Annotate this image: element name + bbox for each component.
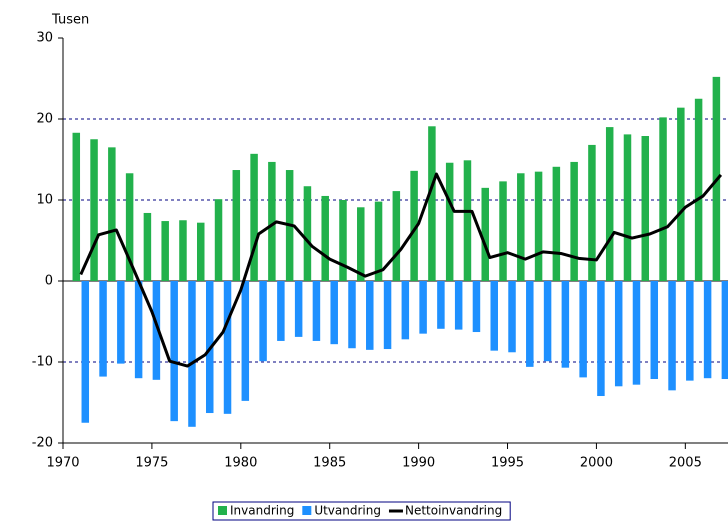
bar (632, 281, 641, 385)
bar (268, 161, 276, 281)
y-tick-label: 0 (45, 274, 53, 289)
bar (561, 281, 570, 368)
legend-swatch (218, 506, 227, 515)
y-tick-label: -20 (32, 436, 53, 451)
bar (321, 195, 329, 281)
bar (108, 147, 116, 281)
bar (357, 207, 365, 281)
x-tick-label: 1980 (224, 456, 257, 471)
y-tick-label: 30 (36, 31, 53, 46)
bar (81, 281, 90, 423)
bar (668, 281, 676, 391)
bar (392, 191, 401, 281)
bar (694, 98, 703, 281)
x-tick-label: 1995 (491, 456, 524, 471)
bar (686, 281, 694, 381)
bar (72, 132, 81, 281)
bar (143, 212, 152, 281)
bar (659, 117, 667, 281)
bar (303, 186, 312, 281)
bar (570, 161, 578, 281)
bar (472, 281, 481, 333)
bar (614, 281, 623, 387)
bar (410, 170, 418, 281)
bar (117, 281, 125, 364)
bar (241, 281, 250, 401)
x-tick-label: 2000 (580, 456, 613, 471)
bar (339, 200, 347, 281)
bar (179, 220, 187, 281)
legend-label: Utvandring (314, 504, 381, 518)
bar (703, 281, 712, 379)
bar (605, 127, 614, 281)
x-tick-label: 1975 (135, 456, 168, 471)
legend-swatch (302, 506, 312, 515)
x-tick-label: 2005 (669, 456, 702, 471)
bar (463, 160, 472, 281)
bar (579, 281, 587, 378)
bar (366, 281, 374, 350)
bar (170, 281, 178, 422)
bar (90, 139, 98, 281)
bar (259, 281, 267, 362)
bar (454, 281, 463, 330)
bar (250, 153, 258, 281)
bar (99, 281, 107, 377)
bar (534, 171, 543, 281)
bar (552, 166, 561, 281)
x-tick-label: 1985 (313, 456, 346, 471)
bar (526, 281, 534, 367)
bar (196, 222, 205, 281)
line (79, 172, 723, 368)
y-axis-label: Tusen (51, 13, 89, 28)
legend-box (212, 501, 511, 521)
bar (330, 281, 338, 345)
bar (490, 281, 498, 351)
bar (223, 281, 232, 414)
bar (677, 107, 685, 281)
bar (517, 173, 525, 281)
bar (401, 281, 410, 340)
x-tick-label: 1970 (46, 456, 79, 471)
y-tick-label: 20 (36, 112, 53, 127)
legend: Invandring Utvandring Nettoinvandring (212, 501, 511, 521)
y-tick-label: -10 (32, 355, 53, 370)
bar (641, 136, 650, 281)
bar (125, 173, 134, 281)
bar (294, 281, 303, 337)
bar (232, 170, 241, 281)
legend-label: Invandring (230, 504, 294, 518)
bar (419, 281, 427, 334)
bar (721, 281, 728, 380)
legend-label: Nettoinvandring (405, 504, 502, 518)
bar (445, 162, 454, 281)
bar (188, 281, 196, 427)
bar (348, 281, 356, 349)
bar (588, 144, 596, 281)
bar (161, 221, 169, 281)
x-tick-label: 1990 (402, 456, 435, 471)
bar (152, 281, 161, 380)
bar (383, 281, 392, 350)
bar (374, 201, 383, 281)
bar (134, 281, 143, 379)
bar (277, 281, 285, 341)
bar (499, 181, 507, 281)
bar (543, 281, 552, 362)
bar (437, 281, 445, 329)
bar (312, 281, 321, 341)
y-tick-label: 10 (36, 193, 53, 208)
bar (623, 134, 632, 281)
bar (650, 281, 659, 380)
bar (597, 281, 605, 397)
bar (428, 126, 436, 281)
bar (481, 187, 489, 281)
bar (214, 199, 223, 281)
bar (508, 281, 516, 353)
